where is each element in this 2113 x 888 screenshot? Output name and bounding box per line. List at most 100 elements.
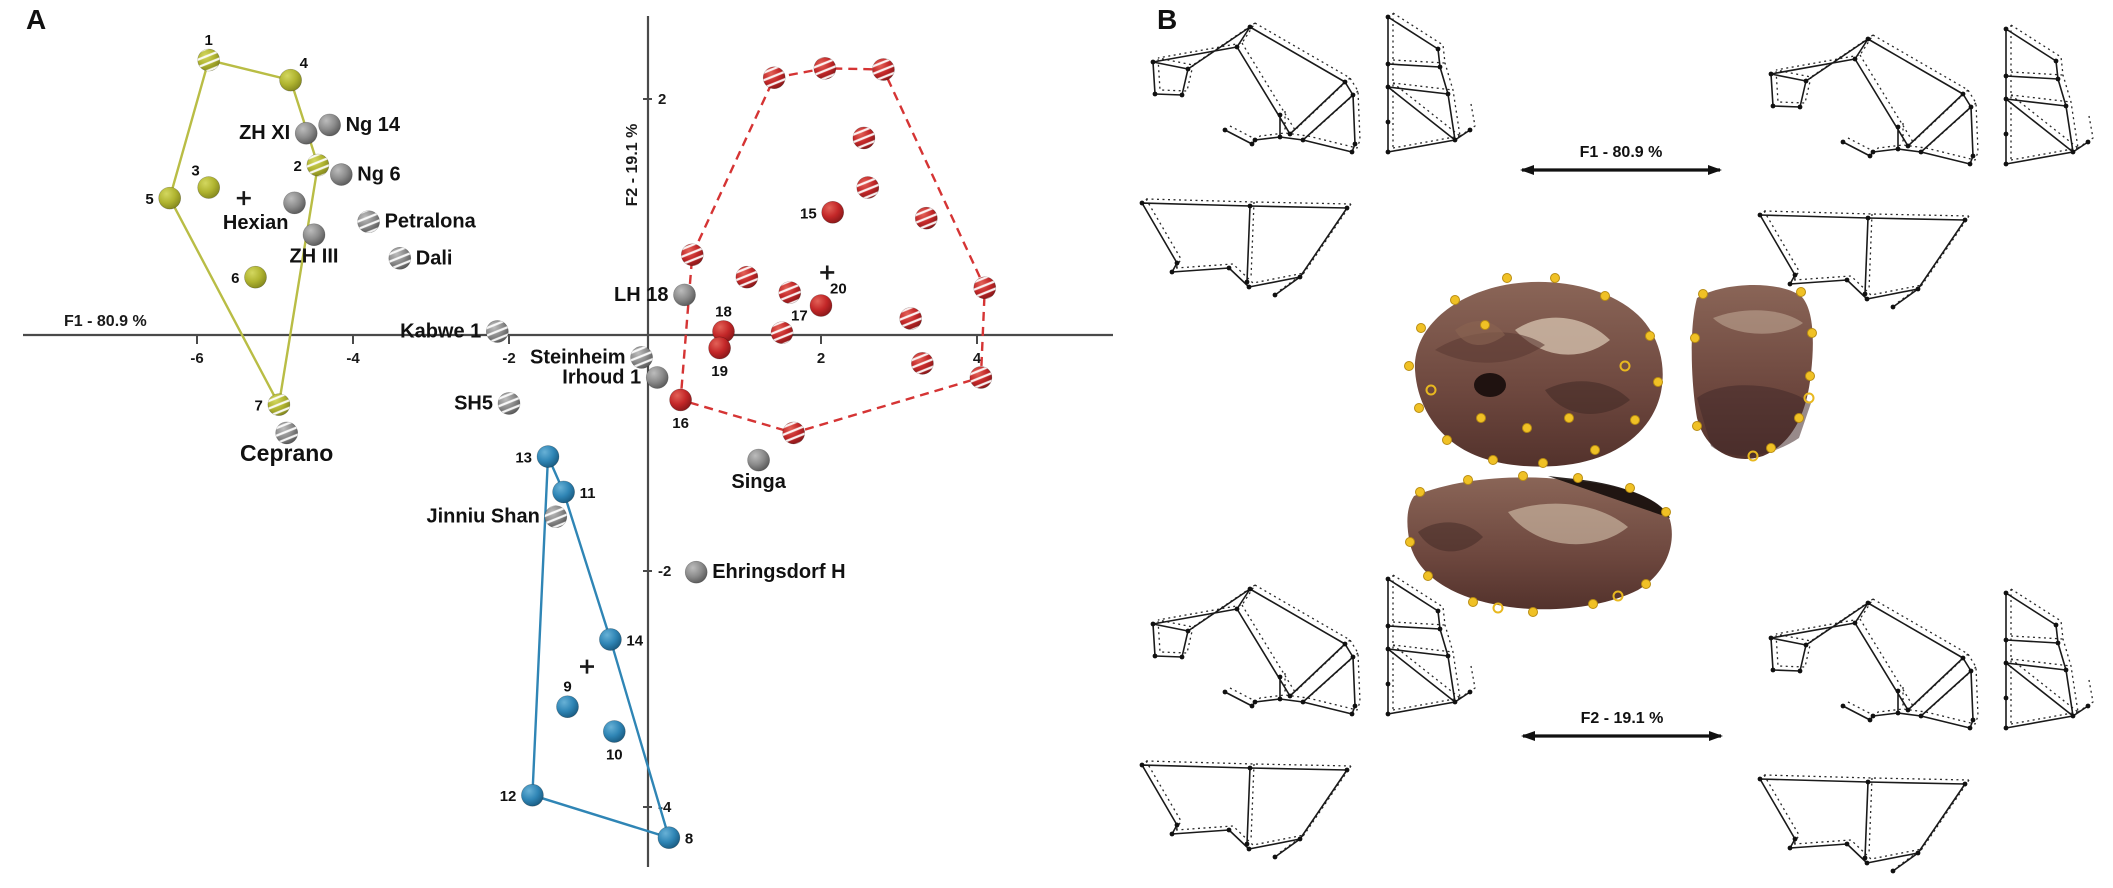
data-point-12 (521, 783, 544, 807)
data-point-Ng 6 (329, 163, 353, 186)
data-point-Singa (747, 448, 770, 472)
data-point-3 (197, 176, 220, 199)
data-point-red (762, 66, 786, 90)
point-label-Irhoud 1: Irhoud 1 (562, 366, 641, 388)
point-label-6: 6 (231, 270, 239, 287)
wireframe-set-bottom-left (1140, 575, 1475, 859)
data-point-red (856, 176, 880, 199)
panel-a-label: A (26, 4, 47, 35)
skull-photo-superior (1405, 471, 1672, 617)
x-tick-label: 4 (973, 350, 982, 367)
data-point-ZH III (302, 223, 326, 246)
data-point-5 (158, 186, 181, 210)
data-point-1 (197, 48, 220, 72)
point-label-Jinniu Shan: Jinniu Shan (426, 506, 539, 528)
data-point-red (778, 281, 802, 304)
point-label-16: 16 (672, 415, 689, 432)
data-point-red (782, 421, 806, 445)
data-point-red (969, 366, 993, 389)
point-label-2: 2 (294, 158, 302, 175)
data-point-red (680, 243, 704, 267)
point-label-9: 9 (563, 679, 571, 696)
data-point-Jinniu Shan (544, 505, 568, 529)
wireframe-set-top-left (1140, 13, 1475, 297)
data-point-10 (602, 720, 626, 743)
y-tick-label: -2 (658, 563, 671, 580)
x-tick-label: -4 (346, 350, 360, 367)
panel-b-label: B (1157, 4, 1178, 35)
data-point-red (899, 307, 923, 330)
data-point-13 (536, 445, 560, 468)
data-point-15 (821, 200, 845, 224)
data-point-19 (708, 336, 731, 360)
data-point-14 (599, 628, 622, 651)
data-point-Petralona (357, 210, 380, 234)
data-point-Ng 14 (318, 113, 341, 137)
x-tick-label: -6 (190, 350, 203, 367)
data-point-11 (552, 480, 575, 504)
x-tick-label: -2 (502, 350, 515, 367)
data-point-Dali (388, 246, 412, 270)
skull-photo-lateral (1404, 273, 1663, 468)
point-label-13: 13 (515, 450, 532, 467)
point-label-Kabwe 1: Kabwe 1 (400, 320, 481, 342)
point-layer (158, 48, 997, 849)
data-point-red (872, 58, 895, 81)
point-label-ZH XI: ZH XI (239, 122, 290, 144)
data-point-SH5 (497, 392, 521, 415)
data-point-red (735, 265, 759, 289)
point-label-LH 18: LH 18 (614, 284, 668, 306)
data-point-Kabwe 1 (485, 320, 509, 343)
point-label-Petralona: Petralona (385, 211, 477, 233)
point-label-7: 7 (255, 398, 263, 415)
point-label-1: 1 (205, 32, 213, 49)
data-point-17 (770, 321, 794, 344)
skull-photo-posterior (1690, 284, 1817, 462)
wireframe-set-bottom-right (1758, 589, 2093, 873)
point-label-8: 8 (685, 831, 693, 848)
x-axis-title: F1 - 80.9 % (64, 313, 147, 330)
data-point-8 (657, 826, 681, 849)
point-label-Dali: Dali (416, 247, 453, 269)
data-point-4 (279, 68, 302, 92)
point-label-14: 14 (626, 632, 643, 649)
y-axis-title: F2 - 19.1 % (624, 124, 641, 207)
point-label-4: 4 (300, 55, 309, 72)
point-label-Hexian: Hexian (223, 212, 289, 234)
point-label-Singa: Singa (731, 471, 786, 493)
data-point-9 (556, 695, 579, 719)
data-point-7 (267, 393, 291, 416)
point-label-3: 3 (191, 163, 199, 180)
pca-scatter-plot: -6 -4 -2 2 42-2-4F1 - 80.9 %F2 - 19.1 %14235… (23, 16, 1113, 867)
y-tick-label: 2 (658, 91, 666, 108)
point-label-Ehringsdorf H: Ehringsdorf H (712, 561, 845, 583)
blue-centroid-cross (580, 659, 594, 674)
wireframe-set-top-right (1758, 25, 2093, 309)
data-point-LH 18 (673, 283, 696, 307)
data-point-Hexian (283, 191, 306, 215)
point-label-Steinheim: Steinheim (530, 346, 626, 368)
point-label-Ceprano: Ceprano (240, 440, 333, 466)
point-label-18: 18 (715, 303, 732, 320)
data-point-6 (244, 265, 267, 289)
data-point-Ehringsdorf H (684, 560, 708, 584)
point-label-10: 10 (606, 746, 623, 763)
red-centroid-cross (820, 265, 835, 280)
x-tick-label: 2 (817, 350, 825, 367)
data-point-Irhoud 1 (645, 366, 669, 389)
point-label-19: 19 (711, 363, 728, 380)
point-label-17: 17 (791, 308, 808, 325)
data-point-16 (669, 388, 692, 412)
data-point-20 (809, 294, 833, 317)
data-point-red (911, 352, 934, 375)
point-label-ZH III: ZH III (290, 246, 339, 268)
point-label-11: 11 (580, 485, 596, 502)
point-label-Ng 14: Ng 14 (346, 114, 401, 136)
point-label-SH5: SH5 (454, 392, 493, 414)
point-label-15: 15 (800, 205, 817, 222)
olive-centroid-cross (236, 191, 251, 206)
wireframe-panel (1130, 0, 2113, 888)
point-label-5: 5 (145, 191, 153, 208)
